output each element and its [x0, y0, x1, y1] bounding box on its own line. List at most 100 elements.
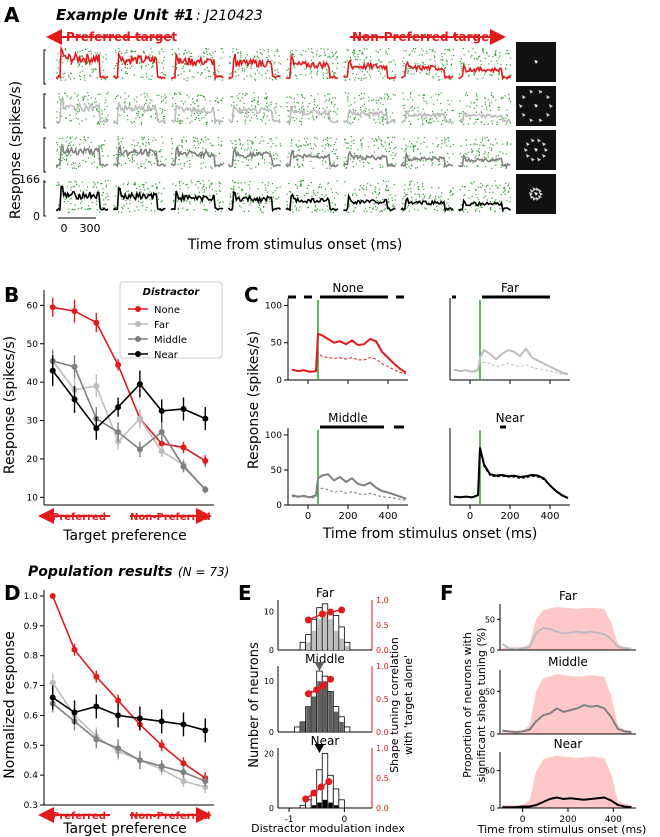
- raster-tick: [151, 185, 153, 187]
- raster-tick: [96, 166, 98, 168]
- raster-tick: [468, 189, 470, 191]
- raster-tick: [178, 119, 180, 121]
- raster-tick: [294, 74, 296, 76]
- raster-tick: [163, 56, 165, 58]
- raster-tick: [274, 69, 276, 71]
- raster-tick: [381, 119, 384, 121]
- raster-tick: [189, 159, 191, 161]
- raster-tick: [373, 144, 375, 146]
- raster-tick: [177, 212, 179, 214]
- raster-tick: [386, 53, 389, 55]
- raster-tick: [363, 77, 365, 80]
- raster-tick: [450, 63, 452, 65]
- raster-tick: [496, 121, 498, 123]
- raster-tick: [101, 150, 103, 152]
- y-tick-label: 50: [271, 339, 283, 349]
- data-point: [49, 694, 56, 701]
- raster-tick: [148, 138, 150, 140]
- raster-tick: [465, 92, 467, 94]
- raster-tick: [502, 210, 504, 212]
- raster-tick: [68, 144, 70, 147]
- raster-tick: [154, 157, 156, 159]
- raster-tick: [70, 141, 72, 143]
- raster-tick: [140, 165, 142, 167]
- raster-tick: [320, 48, 322, 50]
- raster-tick: [145, 65, 147, 67]
- raster-tick: [293, 64, 295, 66]
- raster-tick: [478, 154, 481, 156]
- raster-tick: [452, 193, 454, 195]
- raster-tick: [343, 161, 345, 163]
- raster-tick: [249, 139, 251, 141]
- raster-tick: [491, 167, 493, 170]
- raster-tick: [116, 122, 118, 125]
- raster-tick: [96, 209, 98, 211]
- x-tick-label: 200: [338, 511, 357, 522]
- raster-tick: [422, 50, 424, 52]
- raster-tick: [104, 108, 106, 110]
- raster-tick: [221, 97, 224, 99]
- raster-tick: [480, 121, 482, 123]
- raster-tick: [238, 93, 240, 95]
- raster-tick: [473, 107, 475, 109]
- histogram-bar-significant: [322, 681, 328, 732]
- raster-tick: [115, 52, 117, 54]
- raster-tick: [363, 97, 365, 99]
- raster-tick: [215, 155, 217, 157]
- raster-tick: [81, 49, 83, 51]
- raster-tick: [411, 199, 413, 201]
- raster-tick: [299, 185, 302, 187]
- raster-tick: [311, 76, 313, 78]
- raster-tick: [290, 139, 293, 141]
- raster-tick: [506, 115, 509, 117]
- raster-tick: [352, 193, 354, 195]
- raster-tick: [473, 123, 475, 125]
- raster-tick: [75, 167, 77, 169]
- raster-tick: [83, 98, 85, 100]
- raster-tick: [171, 157, 173, 160]
- raster-tick: [388, 96, 390, 98]
- raster-tick: [451, 100, 453, 102]
- raster-tick: [500, 166, 502, 168]
- data-point: [136, 715, 143, 722]
- raster-tick: [144, 167, 146, 169]
- raster-tick: [74, 180, 76, 182]
- raster-tick: [293, 150, 295, 152]
- raster-tick: [189, 56, 191, 58]
- raster-tick: [136, 154, 138, 156]
- stimulus-distractor-shape: [529, 89, 534, 94]
- raster-tick: [350, 158, 352, 160]
- raster-tick: [471, 183, 473, 185]
- raster-tick: [187, 77, 189, 79]
- y-tick-label: 0.9: [24, 622, 39, 632]
- raster-tick: [298, 209, 300, 211]
- raster-tick: [65, 155, 67, 157]
- raster-tick: [438, 79, 440, 81]
- raster-tick: [121, 198, 123, 201]
- raster-tick: [203, 107, 205, 109]
- histogram-bar-significant: [317, 619, 322, 650]
- raster-tick: [139, 189, 141, 191]
- raster-tick: [162, 111, 164, 113]
- raster-tick: [409, 67, 411, 69]
- raster-tick: [310, 182, 312, 184]
- raster-tick: [64, 198, 66, 200]
- raster-tick: [390, 154, 392, 156]
- raster-tick: [431, 186, 433, 188]
- raster-tick: [274, 158, 276, 160]
- raster-tick: [93, 101, 95, 103]
- raster-tick: [61, 137, 64, 139]
- raster-tick: [371, 138, 373, 140]
- raster-tick: [123, 102, 125, 104]
- raster-tick: [133, 120, 135, 123]
- raster-tick: [369, 115, 371, 117]
- raster-tick: [97, 52, 99, 54]
- raster-tick: [174, 53, 176, 55]
- raster-tick: [497, 187, 500, 189]
- raster-tick: [389, 194, 391, 196]
- raster-tick: [363, 92, 365, 95]
- raster-tick: [75, 117, 77, 120]
- subplot-title: Near: [311, 734, 340, 748]
- raster-tick: [199, 119, 201, 121]
- raster-tick: [73, 185, 75, 188]
